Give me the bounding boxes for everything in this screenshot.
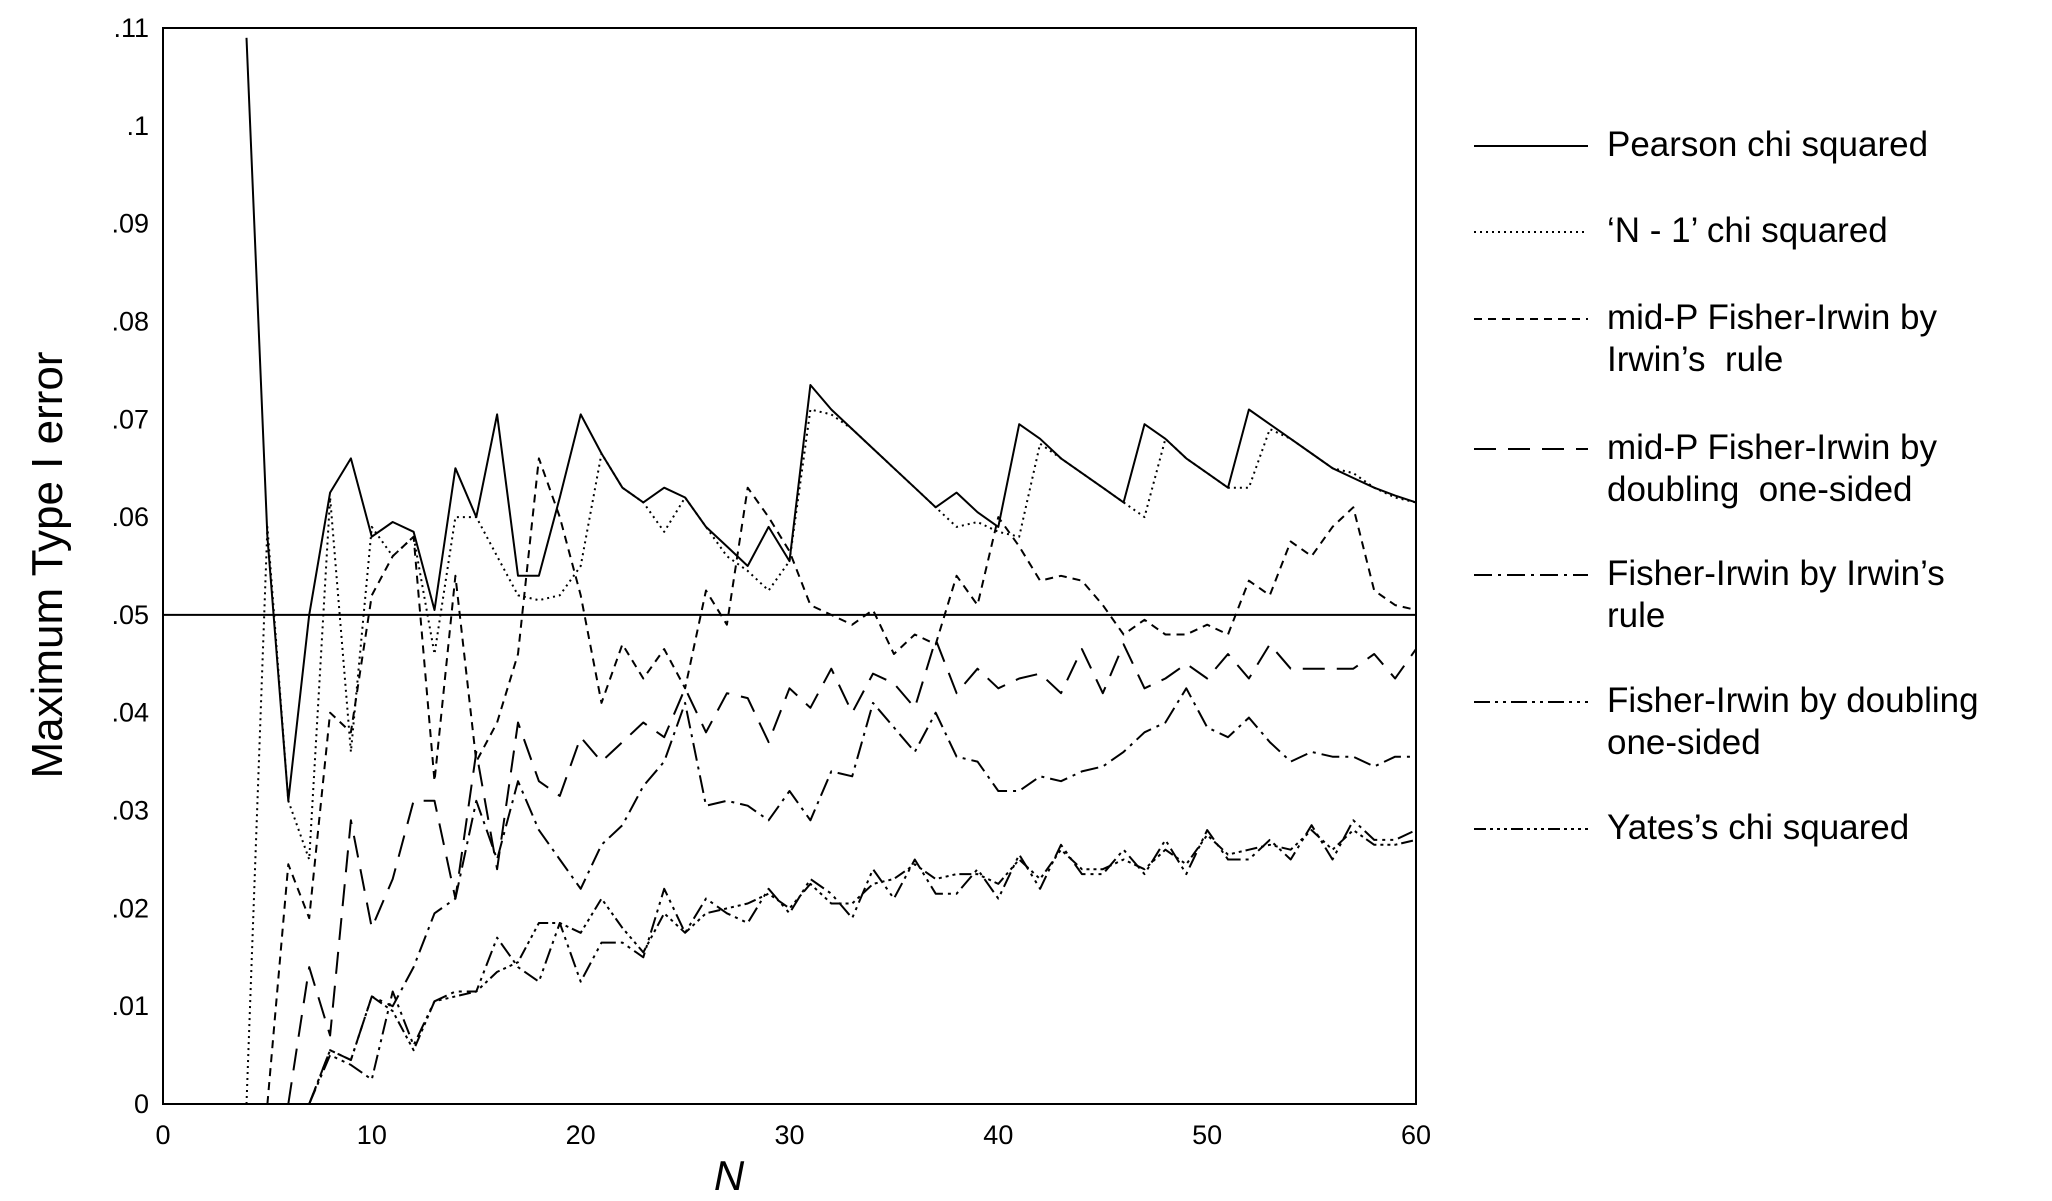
y-tick-label: .02 — [111, 893, 149, 923]
legend-label: ‘N - 1’ chi squared — [1607, 211, 1888, 250]
series-line — [308, 819, 1417, 1105]
series-line — [245, 408, 1417, 1105]
x-tick-label: 0 — [155, 1120, 170, 1150]
x-tick-label: 40 — [983, 1120, 1013, 1150]
legend-label: Yates’s chi squared — [1607, 808, 1910, 847]
x-tick-label: 50 — [1192, 1120, 1222, 1150]
series-line — [308, 829, 1417, 1105]
y-tick-label: .03 — [111, 796, 149, 826]
y-tick-label: .07 — [111, 404, 149, 434]
plot-frame — [162, 27, 1417, 1105]
y-axis-label: Maximum Type I error — [23, 351, 72, 778]
legend-label: Fisher-Irwin by Irwin’s rule — [1607, 554, 1955, 635]
series-line — [287, 638, 1417, 1105]
x-axis-label: N — [714, 1152, 745, 1199]
y-tick-label: .06 — [111, 502, 149, 532]
legend-label: Fisher-Irwin by doubling one-sided — [1607, 681, 1989, 762]
legend-label: mid-P Fisher-Irwin by Irwin’s rule — [1607, 298, 1947, 379]
y-tick-label: .05 — [111, 600, 149, 630]
y-tick-label: 0 — [134, 1089, 149, 1119]
x-tick-label: 60 — [1401, 1120, 1431, 1150]
y-tick-label: .08 — [111, 306, 149, 336]
series-line — [245, 37, 1417, 802]
x-tick-label: 30 — [774, 1120, 804, 1150]
x-tick-label: 20 — [566, 1120, 596, 1150]
y-tick-label: .11 — [113, 13, 149, 43]
x-tick-label: 10 — [357, 1120, 387, 1150]
y-tick-label: .04 — [111, 698, 149, 728]
series-line — [266, 457, 1417, 1105]
series-line — [308, 687, 1416, 1105]
legend-label: mid-P Fisher-Irwin by doubling one-sided — [1607, 428, 1947, 509]
y-tick-label: .01 — [111, 991, 149, 1021]
y-tick-label: .09 — [111, 209, 149, 239]
legend-label: Pearson chi squared — [1607, 125, 1929, 164]
y-tick-label: .1 — [126, 111, 149, 141]
